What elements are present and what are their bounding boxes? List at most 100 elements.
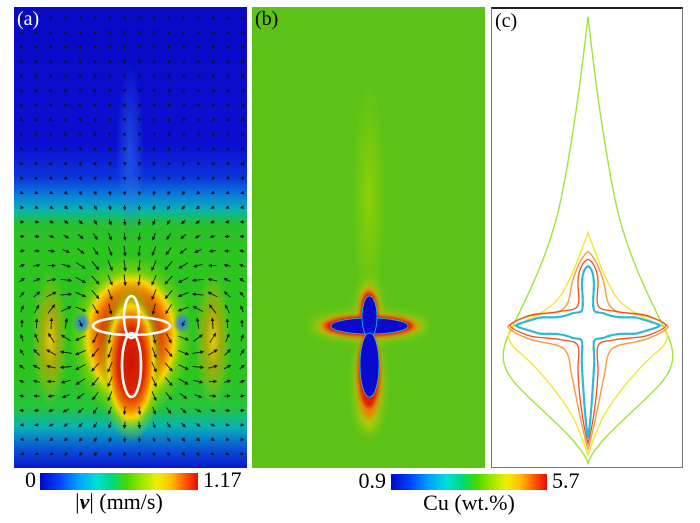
velocity-arrow <box>33 132 38 137</box>
velocity-arrow <box>92 59 97 64</box>
velocity-arrow <box>164 275 173 285</box>
velocity-arrow <box>78 88 82 93</box>
velocity-arrow <box>122 436 127 443</box>
velocity-arrow <box>64 451 69 456</box>
velocity-arrow <box>167 161 172 166</box>
velocity-arrow <box>46 277 57 282</box>
velocity-arrow <box>225 161 231 165</box>
vortex-core-right <box>173 312 191 334</box>
velocity-arrow <box>91 275 100 285</box>
velocity-arrow <box>223 364 232 370</box>
velocity-arrow <box>137 260 141 272</box>
velocity-arrow <box>75 335 86 341</box>
velocity-arrow <box>48 30 53 35</box>
velocity-arrow <box>210 317 215 330</box>
velocity-arrow <box>19 364 25 370</box>
velocity-arrow <box>191 292 204 297</box>
velocity-arrow <box>240 146 245 151</box>
velocity-arrow <box>34 333 39 343</box>
velocity-arrow <box>211 74 216 79</box>
velocity-arrow <box>91 261 100 271</box>
velocity-arrow <box>240 103 246 107</box>
velocity-arrow <box>208 249 216 253</box>
iso-contour-green <box>502 16 674 466</box>
velocity-arrow <box>177 277 189 283</box>
velocity-arrow <box>107 361 113 373</box>
velocity-arrow <box>107 147 112 152</box>
velocity-arrow <box>33 88 38 93</box>
cu-colorbar-min: 0.9 <box>358 468 387 493</box>
velocity-arrow <box>167 205 171 211</box>
velocity-arrow <box>78 132 82 137</box>
velocity-arrow <box>63 132 67 137</box>
velocity-arrow <box>137 246 141 257</box>
velocity-arrow <box>224 379 232 384</box>
velocity-arrow <box>19 30 23 35</box>
velocity-arrow <box>48 132 53 137</box>
velocity-arrow <box>20 305 24 313</box>
velocity-arrow <box>181 451 185 456</box>
velocity-arrow <box>210 437 215 441</box>
interface-arm-top <box>122 294 141 340</box>
velocity-arrow <box>34 190 39 195</box>
velocity-arrow <box>152 232 156 241</box>
velocity-arrow <box>75 291 87 298</box>
solute-plume <box>352 82 386 312</box>
velocity-arrow <box>137 274 141 287</box>
velocity-arrow <box>48 249 56 253</box>
velocity-arrow <box>211 161 216 166</box>
velocity-arrow <box>181 437 186 442</box>
concentration-field-svg <box>252 7 485 468</box>
velocity-arrow <box>63 88 67 93</box>
velocity-arrow <box>63 103 67 108</box>
velocity-arrow <box>239 379 246 384</box>
velocity-arrow <box>181 422 186 428</box>
velocity-arrow <box>60 292 73 297</box>
velocity-arrow <box>178 350 190 356</box>
velocity-arrow <box>92 161 97 166</box>
velocity-arrow <box>210 205 215 209</box>
velocity-arrow <box>239 349 245 356</box>
velocity-arrow <box>107 406 112 415</box>
upward-plume <box>116 64 144 240</box>
velocity-arrow <box>63 74 67 79</box>
velocity-arrow <box>19 59 24 64</box>
velocity-arrow <box>195 205 201 210</box>
velocity-arrow <box>49 437 54 441</box>
velocity-arrow <box>63 30 67 35</box>
velocity-arrow <box>166 219 171 225</box>
velocity-arrow <box>194 394 203 399</box>
velocity-arrow <box>32 364 41 370</box>
velocity-arrow <box>108 436 113 443</box>
velocity-arrow <box>241 30 246 35</box>
velocity-arrow <box>225 175 230 180</box>
velocity-arrow <box>78 437 83 442</box>
velocity-arrow <box>197 59 201 64</box>
velocity-arrow <box>182 117 187 122</box>
velocity-arrow <box>209 332 216 343</box>
velocity-arrow <box>63 146 68 151</box>
velocity-arrow <box>107 176 112 181</box>
velocity-arrow <box>92 146 97 152</box>
velocity-arrow <box>164 290 173 300</box>
velocity-arrow <box>107 161 112 167</box>
velocity-arrow <box>77 103 82 108</box>
velocity-arrow <box>18 103 24 107</box>
velocity-arrow <box>78 74 82 79</box>
velocity-arrow <box>194 249 202 253</box>
velocity-arrow <box>182 30 186 35</box>
velocity-arrow <box>60 334 71 342</box>
velocity-arrow <box>209 408 217 413</box>
velocity-arrow <box>47 394 55 398</box>
velocity-arrow <box>224 349 231 356</box>
velocity-arrow <box>180 233 187 240</box>
velocity-arrow <box>207 291 218 298</box>
velocity-arrow <box>165 247 172 256</box>
velocity-arrow <box>211 45 216 50</box>
velocity-arrow <box>19 74 24 79</box>
velocity-colorbar <box>40 473 198 490</box>
velocity-arrow <box>239 263 245 268</box>
velocity-arrow <box>208 364 218 369</box>
velocity-arrow <box>92 391 99 401</box>
velocity-arrow <box>18 117 24 122</box>
